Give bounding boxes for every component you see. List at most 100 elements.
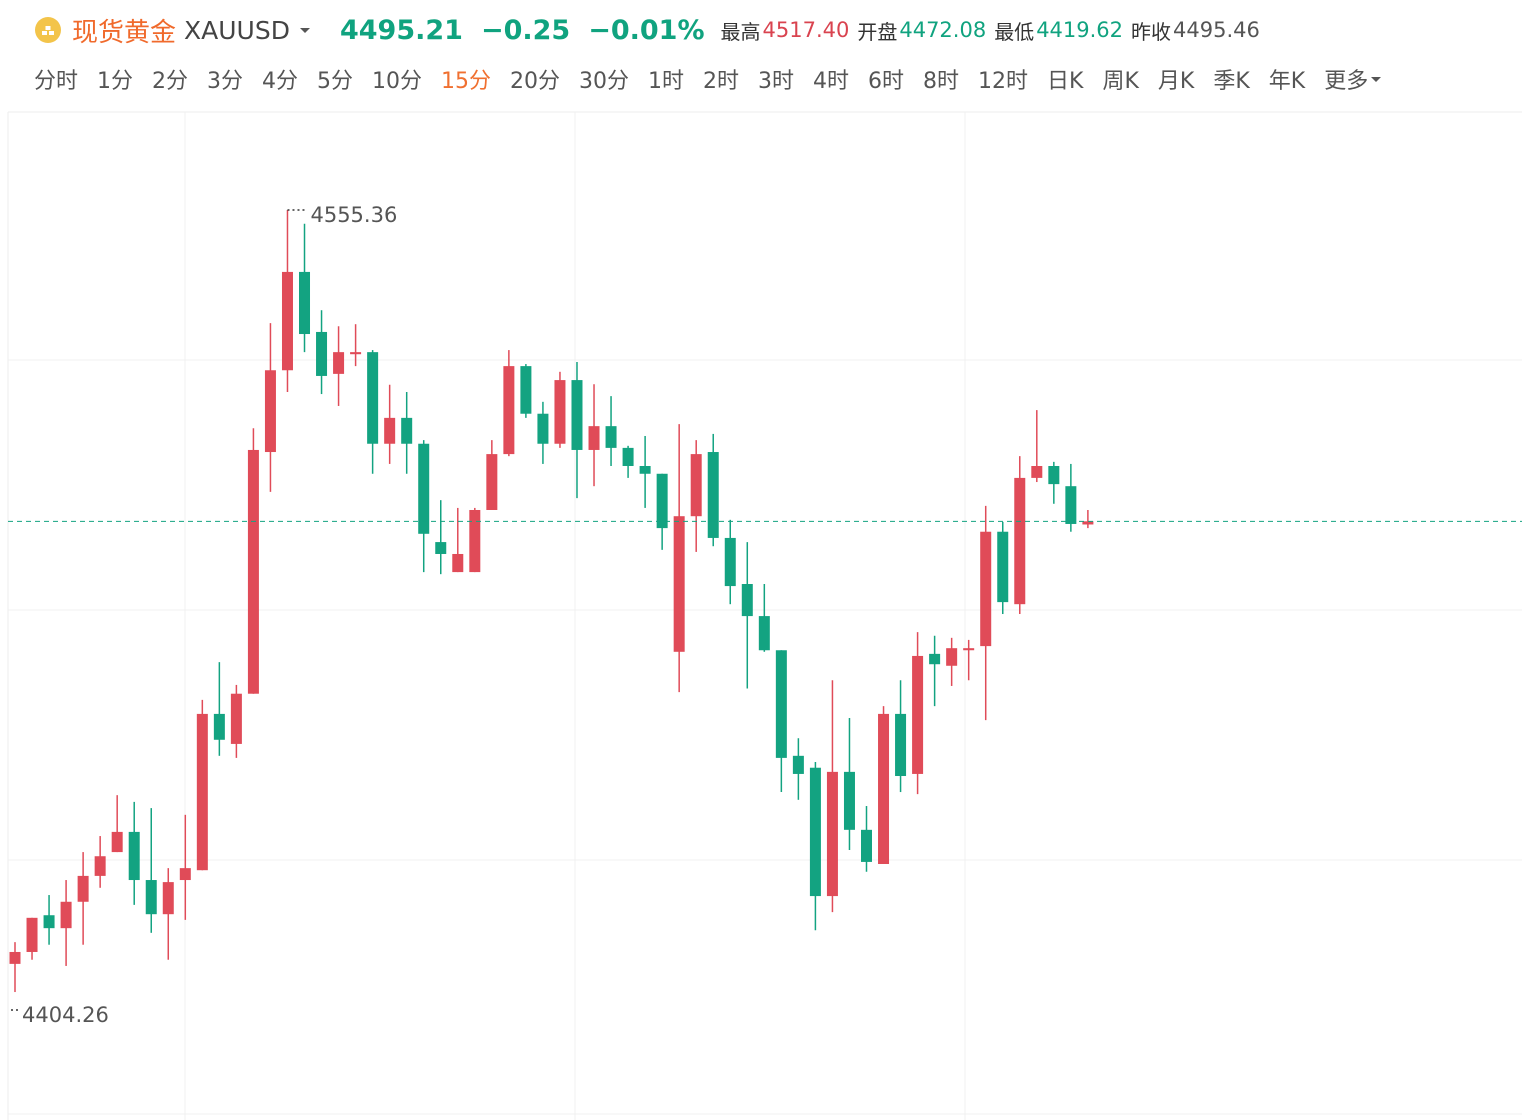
period-tab[interactable]: 15分 [441,69,492,94]
price-change-pct: −0.01% [588,14,705,46]
stat-label: 昨收 [1131,19,1172,44]
period-tab[interactable]: 5分 [317,69,354,94]
candle-body [520,366,532,414]
candle-body [554,380,566,444]
candle-body [980,531,992,647]
stat-value: 4517.40 [762,18,850,42]
dropdown-arrow[interactable] [1369,74,1383,84]
candle-body [469,509,481,573]
candle-body [997,531,1009,603]
candle-body [1065,486,1077,524]
period-tab[interactable]: 年K [1268,69,1306,94]
candle-body [843,771,855,830]
period-tab[interactable]: 6时 [868,69,905,94]
candle-body [26,917,38,952]
candle-body [963,648,975,651]
stat-label: 开盘 [857,19,898,44]
quote-header: 现货黄金 XAUUSD 4495.21 −0.25 −0.01% 最高 4517.… [34,10,1268,50]
stat-value: 4472.08 [899,18,987,42]
candle-body [537,413,549,444]
candle-body [1082,521,1094,525]
instrument-name: 现货黄金 [72,17,177,48]
candle-body [946,648,958,666]
candle-body [1031,466,1043,478]
period-tab[interactable]: 周K [1102,69,1139,94]
low-label: 4404.26 [22,1003,109,1027]
period-tab[interactable]: 20分 [510,69,561,94]
candle-body [605,426,617,448]
candle-body [111,831,123,853]
price-change: −0.25 [480,14,571,46]
stat-value: 4419.62 [1036,18,1124,42]
candle-body [179,868,191,881]
period-tab[interactable]: 1时 [648,69,685,94]
candle-body [503,366,515,455]
candle-body [588,426,600,450]
period-tab[interactable]: 4分 [262,69,299,94]
period-tab[interactable]: 10分 [372,69,423,94]
candle-body [316,331,328,376]
period-tab[interactable]: 分时 [34,69,79,94]
period-tab[interactable]: 30分 [579,69,630,94]
period-tab[interactable]: 2分 [152,69,189,94]
candle-body [656,473,668,529]
candle-body [281,271,293,371]
candle-body [912,655,924,774]
candle-body [758,616,770,651]
candle-body [128,831,140,881]
candle-body [792,755,804,774]
symbol[interactable]: XAUUSD [184,15,290,45]
high-label: 4555.36 [310,203,397,227]
candle-body [145,880,157,915]
candle-body [264,370,276,453]
candle-body [861,829,872,862]
candle-body [299,271,311,335]
gold-icon [35,17,61,43]
period-tabs: 分时 1分 2分 3分 4分 5分 10分 15分 20分 30分 1时 2时 3时 4时 6时 8时 12时日… [34,60,1383,98]
candle-body [213,713,225,740]
candle-body [230,693,242,744]
stat-label: 最低 [994,19,1035,44]
candle-body [639,466,651,474]
candle-body [162,882,174,915]
candle-body [77,875,89,902]
candle-body [690,454,702,517]
candle-body [9,951,21,964]
period-tab[interactable]: 3分 [207,69,244,94]
period-tab[interactable]: 日K [1047,69,1084,94]
period-tab[interactable]: 2时 [703,69,740,94]
candle-body [384,417,396,444]
candle-body [367,352,379,444]
period-tab[interactable]: 8时 [923,69,960,94]
period-tab[interactable]: 4时 [813,69,850,94]
candle-body [94,856,106,876]
period-tab[interactable]: 更多 [1324,69,1369,94]
candle-body [929,653,941,665]
candle-body [418,443,430,534]
dropdown-arrow[interactable] [298,25,312,35]
candle-body [401,417,413,444]
candle-body [673,516,685,652]
candle-body [809,767,821,897]
period-tab[interactable]: 月K [1157,69,1195,94]
stat-value: 4495.46 [1173,18,1260,42]
candle-body [622,447,634,466]
candle-body [43,915,55,929]
candle-body [350,352,362,355]
candle-body [741,584,753,617]
candle-body [724,537,736,587]
stat-label: 最高 [720,19,761,44]
period-tab[interactable]: 1分 [97,69,134,94]
period-tab[interactable]: 3时 [758,69,795,94]
candle-body [775,650,787,758]
candle-body [707,452,719,538]
last-price: 4495.21 [339,14,463,46]
period-tab[interactable]: 季K [1213,69,1250,94]
candle-body [247,449,259,694]
period-tab[interactable]: 12时 [978,69,1029,94]
candle-body [60,901,72,929]
candle-body [895,713,907,777]
candle-body [878,713,890,864]
